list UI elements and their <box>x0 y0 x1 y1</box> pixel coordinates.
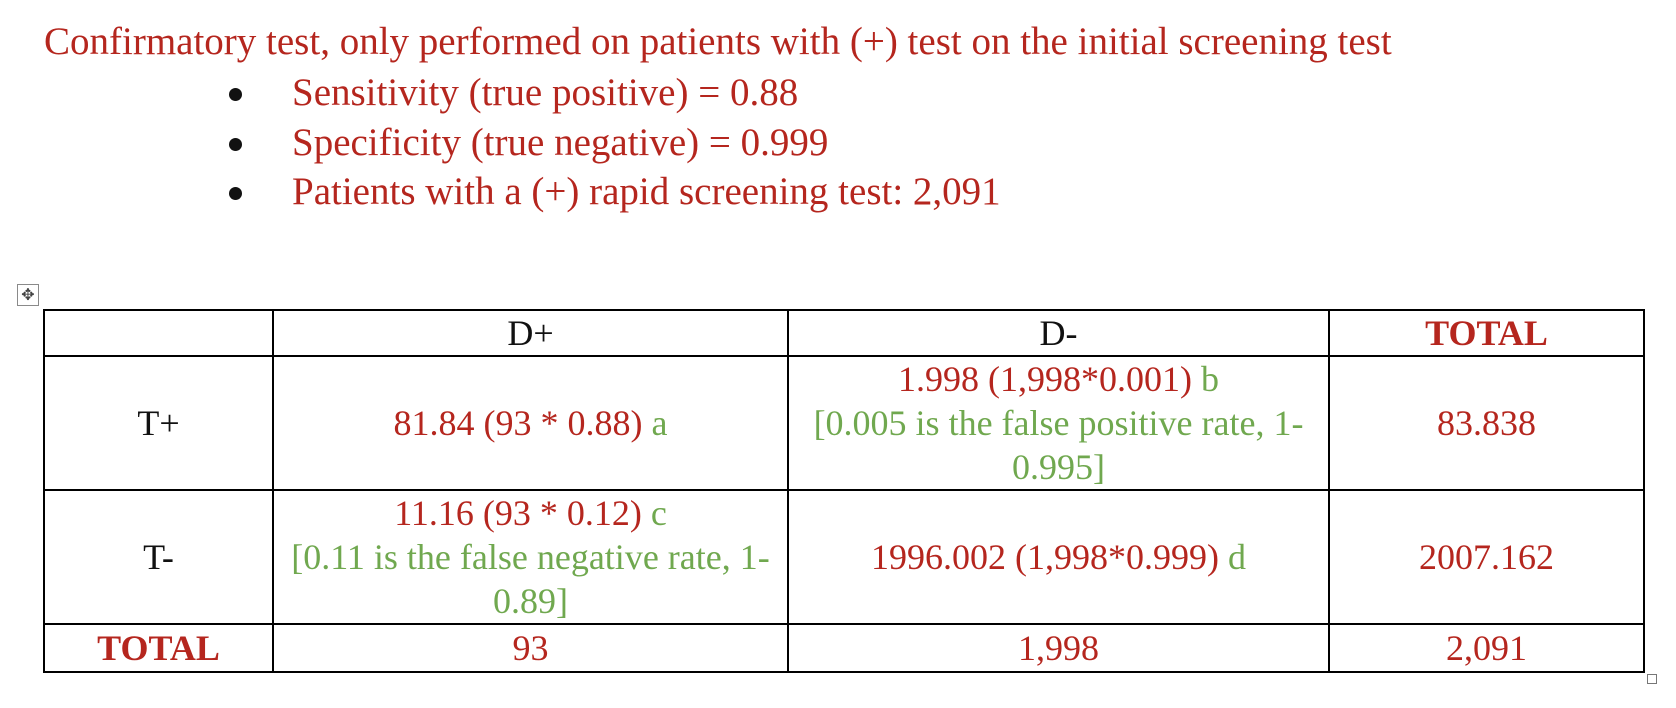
cell-b-letter: b <box>1191 359 1219 399</box>
cell-t-minus-total: 2007.162 <box>1328 489 1645 625</box>
cell-b: 1.998 (1,998*0.001) b [0.005 is the fals… <box>787 355 1330 491</box>
move-icon[interactable]: ✥ <box>17 284 39 306</box>
table-row-total: TOTAL 93 1,998 2,091 <box>43 623 1645 673</box>
cell-b-value: 1.998 (1,998*0.001) <box>898 359 1192 399</box>
header-d-plus: D+ <box>272 309 789 357</box>
bullet-item-specificity: Specificity (true negative) = 0.999 <box>225 118 1001 168</box>
resize-icon[interactable] <box>1647 674 1657 684</box>
cell-total-d-plus: 93 <box>272 623 789 673</box>
bullet-dot <box>229 137 242 151</box>
bullet-dot <box>229 88 242 101</box>
bullet-text: Patients with a (+) rapid screening test… <box>292 170 1001 213</box>
cell-d-letter: d <box>1218 537 1246 577</box>
bullet-item-patients: Patients with a (+) rapid screening test… <box>225 167 1001 217</box>
row-label-t-minus: T- <box>43 489 274 625</box>
cell-d: 1996.002 (1,998*0.999) d <box>787 489 1330 625</box>
table-row-t-plus: T+ 81.84 (93 * 0.88) a 1.998 (1,998*0.00… <box>43 355 1645 491</box>
header-total: TOTAL <box>1328 309 1645 357</box>
table-header-row: D+ D- TOTAL <box>43 309 1645 357</box>
row-label-total: TOTAL <box>43 623 274 673</box>
cell-total-d-minus: 1,998 <box>787 623 1330 673</box>
header-d-minus: D- <box>787 309 1330 357</box>
cell-c: 11.16 (93 * 0.12) c [0.11 is the false n… <box>272 489 789 625</box>
row-label-t-plus: T+ <box>43 355 274 491</box>
heading: Confirmatory test, only performed on pat… <box>44 20 1392 63</box>
cell-grand-total: 2,091 <box>1328 623 1645 673</box>
cell-a-letter: a <box>642 403 668 443</box>
bullet-text: Sensitivity (true positive) = 0.88 <box>292 71 799 114</box>
cell-c-note: [0.11 is the false negative rate, 1-0.89… <box>291 537 770 621</box>
contingency-table: D+ D- TOTAL T+ 81.84 (93 * 0.88) a 1.998… <box>43 309 1645 673</box>
cell-a-value: 81.84 (93 * 0.88) <box>393 403 643 443</box>
table-row-t-minus: T- 11.16 (93 * 0.12) c [0.11 is the fals… <box>43 489 1645 625</box>
bullet-text: Specificity (true negative) = 0.999 <box>292 120 829 164</box>
header-blank-cell <box>43 309 274 357</box>
cell-c-letter: c <box>641 493 667 533</box>
cell-c-value: 11.16 (93 * 0.12) <box>394 493 642 533</box>
cell-b-note: [0.005 is the false positive rate, 1-0.9… <box>813 403 1304 487</box>
cell-a: 81.84 (93 * 0.88) a <box>272 355 789 491</box>
bullet-dot <box>229 187 242 200</box>
bullet-item-sensitivity: Sensitivity (true positive) = 0.88 <box>225 68 1001 118</box>
cell-t-plus-total: 83.838 <box>1328 355 1645 491</box>
cell-d-value: 1996.002 (1,998*0.999) <box>871 537 1219 577</box>
bullet-list: Sensitivity (true positive) = 0.88 Speci… <box>225 68 1001 217</box>
